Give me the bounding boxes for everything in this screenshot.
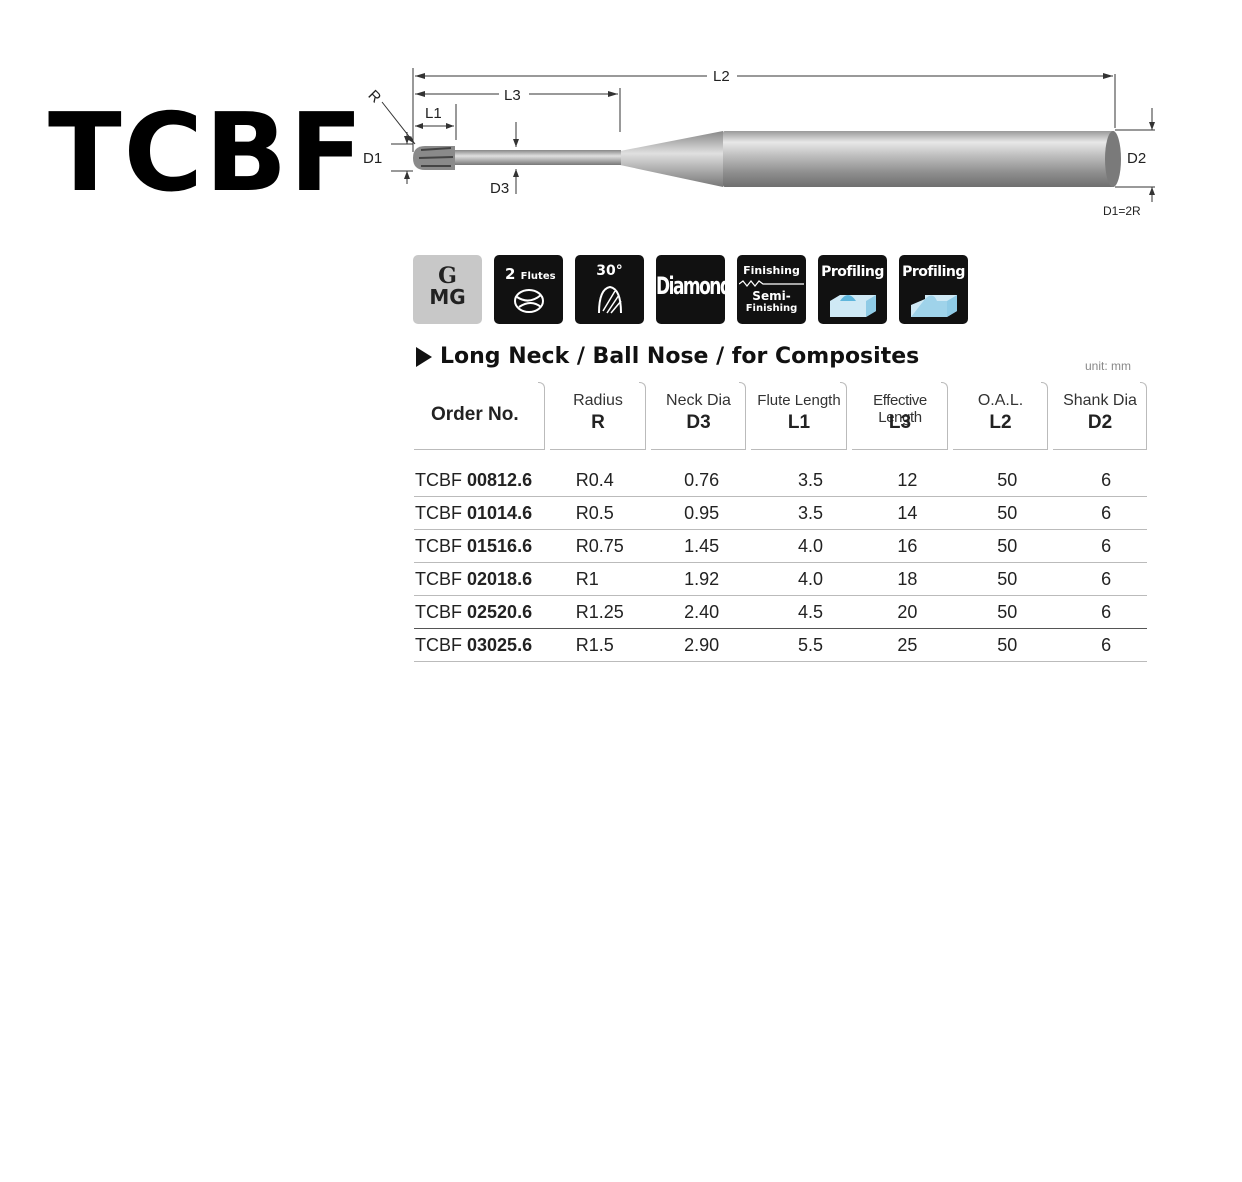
flute-length-cell: 4.0 <box>797 568 823 589</box>
order-no-cell: TCBF 02018.6 <box>415 568 533 589</box>
shank-dia-cell: 6 <box>1101 502 1112 523</box>
spec-table: Order No. Radius R Neck Dia D3 Flute Lengt… <box>414 382 1147 662</box>
effective-length-cell: 14 <box>897 502 918 523</box>
table-body: TCBF 00812.6 R0.4 0.76 3.5 12 50 6 TCBF … <box>414 464 1147 662</box>
d1-2r-label: D1=2R <box>1103 204 1141 218</box>
tool-shank <box>723 131 1115 187</box>
header-oal: O.A.L. L2 <box>953 382 1048 450</box>
oal-cell: 50 <box>997 469 1018 490</box>
r-label: R <box>365 87 385 107</box>
radius-cell: R1 <box>575 568 599 589</box>
flute-length-cell: 4.5 <box>797 601 823 622</box>
flute-length-cell: 3.5 <box>797 469 823 490</box>
order-no-cell: TCBF 01014.6 <box>415 502 533 523</box>
table-row: TCBF 01014.6 R0.5 0.95 3.5 14 50 6 <box>414 497 1147 530</box>
feature-icons: G MG 2 Flutes 30° Diamond Finishing Semi… <box>413 255 968 324</box>
header-shank-dia: Shank Dia D2 <box>1053 382 1147 450</box>
neck-dia-cell: 0.95 <box>684 502 720 523</box>
table-row: TCBF 02520.6 R1.25 2.40 4.5 20 50 6 <box>414 596 1147 629</box>
flute-length-cell: 4.0 <box>797 535 823 556</box>
radius-cell: R1.25 <box>575 601 624 622</box>
header-order-no: Order No. <box>414 382 545 450</box>
effective-length-cell: 20 <box>897 601 918 622</box>
flute-length-cell: 5.5 <box>797 634 823 655</box>
tool-neck <box>455 150 621 165</box>
two-flutes-icon: 2 Flutes <box>494 255 563 324</box>
section-heading: Long Neck / Ball Nose / for Composites <box>416 344 919 369</box>
page-title: TCBF <box>48 91 366 216</box>
l2-label: L2 <box>713 68 730 85</box>
neck-dia-cell: 2.40 <box>684 601 720 622</box>
d3-label: D3 <box>490 180 509 197</box>
neck-dia-cell: 1.45 <box>684 535 720 556</box>
l1-label: L1 <box>425 105 442 122</box>
l3-label: L3 <box>504 87 521 104</box>
play-arrow-icon <box>416 346 432 367</box>
order-no-cell: TCBF 02520.6 <box>415 601 533 622</box>
profiling-step-icon: Profiling <box>899 255 968 324</box>
order-no-cell: TCBF 00812.6 <box>415 469 533 490</box>
neck-dia-cell: 2.90 <box>684 634 720 655</box>
profiling-icon: Profiling <box>818 255 887 324</box>
oal-cell: 50 <box>997 535 1018 556</box>
effective-length-cell: 25 <box>897 634 918 655</box>
oal-cell: 50 <box>997 601 1018 622</box>
unit-label: unit: mm <box>1085 359 1132 373</box>
table-header: Order No. Radius R Neck Dia D3 Flute Lengt… <box>414 382 1147 450</box>
helix-30-icon: 30° <box>575 255 644 324</box>
oal-cell: 50 <box>997 502 1018 523</box>
shank-dia-cell: 6 <box>1101 601 1112 622</box>
neck-dia-cell: 1.92 <box>684 568 720 589</box>
d2-label: D2 <box>1127 150 1146 167</box>
grade-mg-icon: G MG <box>413 255 482 324</box>
shank-dia-cell: 6 <box>1101 535 1112 556</box>
tool-taper <box>620 131 723 187</box>
header-effective-length: Effective Length L3 <box>852 382 948 450</box>
tool-diagram: L2 L3 L1 R D1 D3 D2 <box>355 60 1185 230</box>
finishing-icon: Finishing Semi- Finishing <box>737 255 806 324</box>
table-row: TCBF 00812.6 R0.4 0.76 3.5 12 50 6 <box>414 464 1147 497</box>
table-row: TCBF 03025.6 R1.5 2.90 5.5 25 50 6 <box>414 629 1147 662</box>
radius-cell: R0.75 <box>575 535 624 556</box>
oal-cell: 50 <box>997 568 1018 589</box>
section-heading-text: Long Neck / Ball Nose / for Composites <box>440 344 920 369</box>
flute-length-cell: 3.5 <box>797 502 823 523</box>
d1-label: D1 <box>363 150 382 167</box>
diamond-coating-icon: Diamond <box>656 255 725 324</box>
header-radius: Radius R <box>550 382 646 450</box>
radius-cell: R0.4 <box>575 469 614 490</box>
header-flute-length: Flute Length L1 <box>751 382 847 450</box>
oal-cell: 50 <box>997 634 1018 655</box>
order-no-cell: TCBF 03025.6 <box>415 634 533 655</box>
header-neck-dia: Neck Dia D3 <box>651 382 746 450</box>
shank-dia-cell: 6 <box>1101 568 1112 589</box>
shank-dia-cell: 6 <box>1101 634 1112 655</box>
effective-length-cell: 16 <box>897 535 918 556</box>
effective-length-cell: 18 <box>897 568 918 589</box>
radius-cell: R0.5 <box>575 502 614 523</box>
table-row: TCBF 02018.6 R1 1.92 4.0 18 50 6 <box>414 563 1147 596</box>
order-no-cell: TCBF 01516.6 <box>415 535 533 556</box>
effective-length-cell: 12 <box>897 469 918 490</box>
neck-dia-cell: 0.76 <box>684 469 720 490</box>
table-row: TCBF 01516.6 R0.75 1.45 4.0 16 50 6 <box>414 530 1147 563</box>
shank-dia-cell: 6 <box>1101 469 1112 490</box>
radius-cell: R1.5 <box>575 634 614 655</box>
